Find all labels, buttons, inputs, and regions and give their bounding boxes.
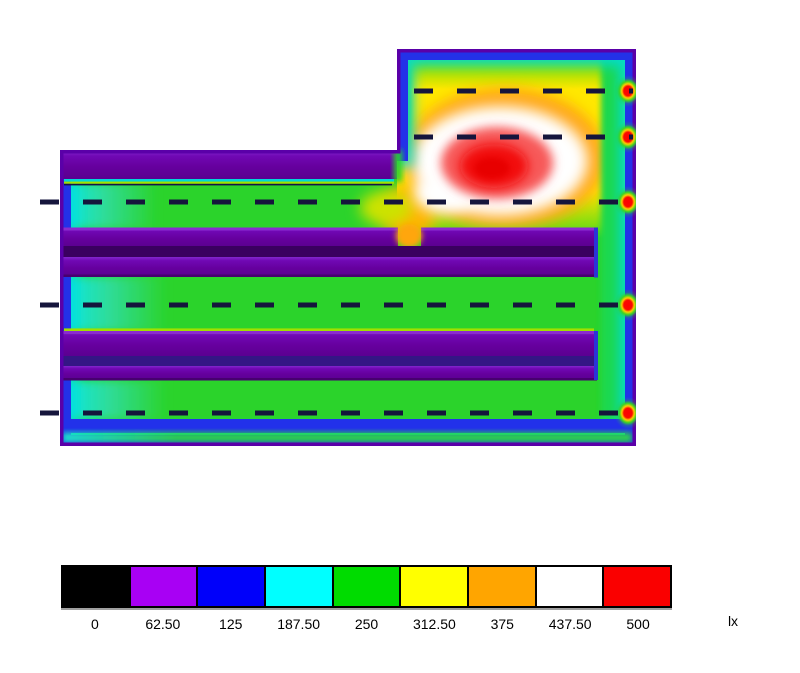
outer-wall-line xyxy=(60,49,636,446)
legend-value: 500 xyxy=(626,616,650,632)
illuminance-map xyxy=(40,49,636,446)
wall-spot xyxy=(614,186,636,218)
legend-value: 250 xyxy=(354,616,379,632)
legend-value: 187.50 xyxy=(277,616,321,632)
bottom-border xyxy=(60,419,636,443)
legend-underline xyxy=(61,608,672,610)
legend-value: 312.50 xyxy=(412,616,456,632)
legend-value: 375 xyxy=(490,616,514,632)
legend-unit-label: lx xyxy=(727,613,739,629)
legend-swatch-437.50 xyxy=(534,567,603,606)
legend-swatch-62.50 xyxy=(128,567,197,606)
shelving xyxy=(62,150,598,381)
legend-value: 0 xyxy=(91,616,99,632)
legend-bar xyxy=(61,565,672,608)
measurement-lines xyxy=(40,88,633,416)
legend-swatch-375 xyxy=(467,567,535,606)
wall-spot xyxy=(614,121,636,153)
wall-spot xyxy=(614,289,636,321)
color-scale-legend: 0 62.50 125 187.50 250 312.50 375 437.50 500 xyxy=(61,565,672,632)
legend-swatch-0 xyxy=(63,567,129,606)
legend-swatch-125 xyxy=(196,567,265,606)
legend-labels: 0 62.50 125 187.50 250 312.50 375 437.50 500 xyxy=(61,616,672,632)
legend-value: 125 xyxy=(219,616,243,632)
wall-spot xyxy=(614,75,636,107)
legend-value: 62.50 xyxy=(145,616,181,632)
legend-swatch-312.50 xyxy=(399,567,468,606)
legend-value: 437.50 xyxy=(548,616,592,632)
legend-swatch-250 xyxy=(331,567,400,606)
legend-swatch-187.50 xyxy=(264,567,332,606)
legend-swatch-500 xyxy=(602,567,671,606)
wall-spots xyxy=(614,75,636,429)
wall-spot xyxy=(614,397,636,429)
